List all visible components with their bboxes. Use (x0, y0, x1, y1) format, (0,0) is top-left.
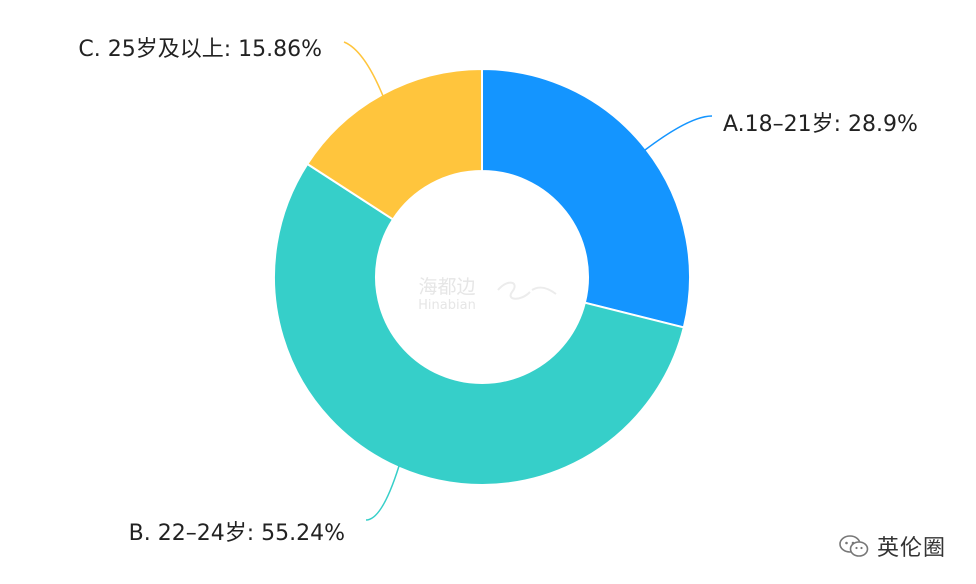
watermark-en: Hinabian (418, 298, 476, 313)
leader-line-a (644, 115, 713, 151)
leader-line-c (343, 41, 384, 97)
slices-group (273, 67, 691, 486)
slice-label-b: B. 22–24岁: 55.24% (129, 521, 345, 546)
watermark-cn: 海都边 (418, 276, 475, 298)
labels-group: A.18–21岁: 28.9% B. 22–24岁: 55.24% C. 25岁及以… (78, 37, 918, 546)
wechat-logo-icon (839, 535, 869, 557)
slice-c (305, 67, 483, 221)
watermark-logo-icon (497, 281, 557, 300)
slice-label-c: C. 25岁及以上: 15.86% (78, 37, 322, 62)
center-watermark: 海都边 Hinabian (418, 276, 557, 313)
brand-name: 英伦圈 (876, 536, 946, 561)
leader-lines-group (343, 41, 713, 521)
slice-label-a: A.18–21岁: 28.9% (723, 112, 918, 137)
slice-b (273, 162, 686, 486)
leader-line-b (365, 465, 400, 521)
slice-a (481, 67, 691, 329)
brand-badge: 英伦圈 (839, 530, 946, 562)
